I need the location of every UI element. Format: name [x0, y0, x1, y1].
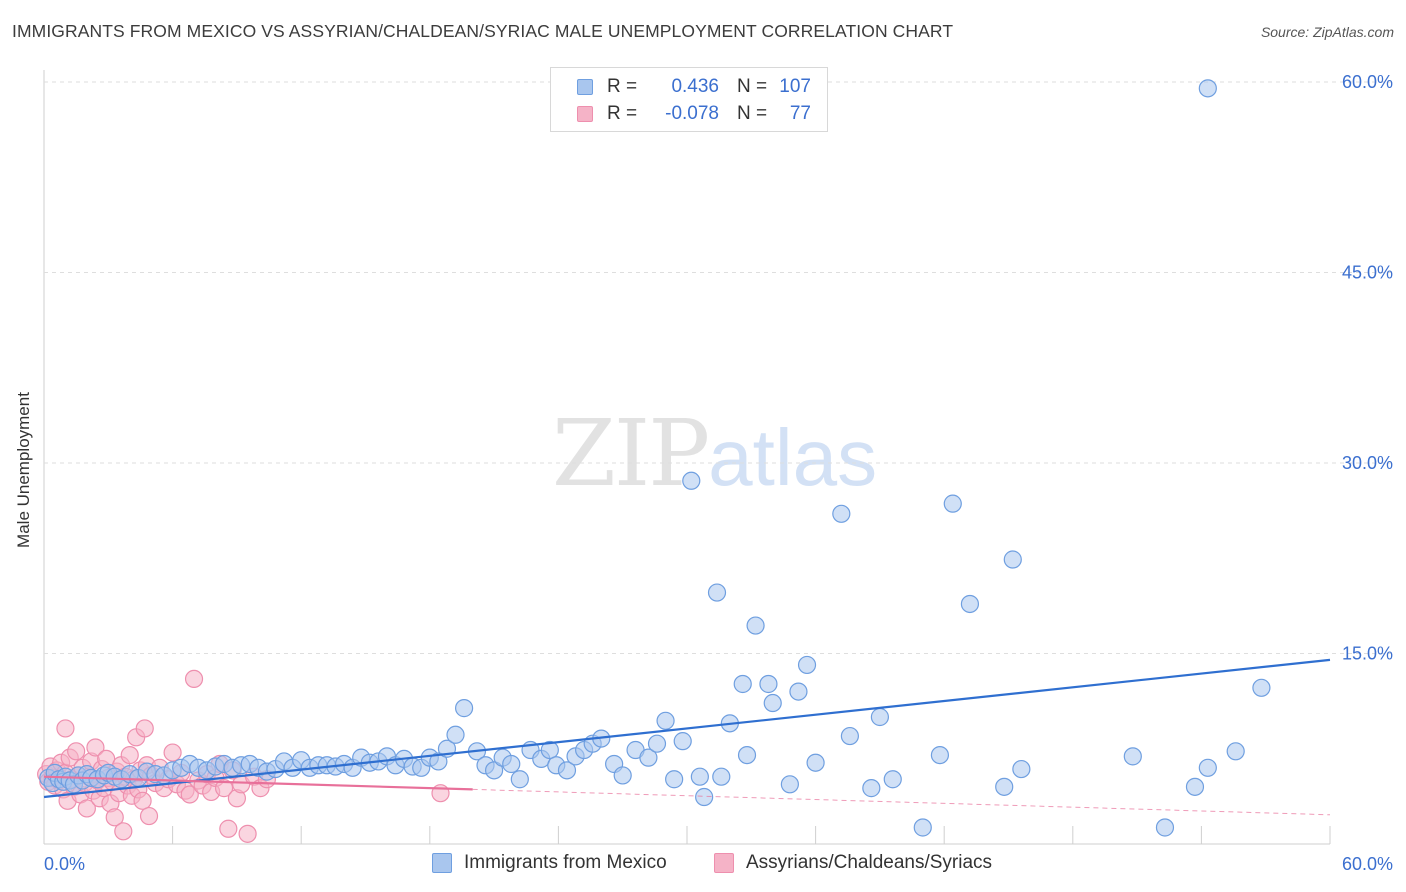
- data-point-mexico: [759, 674, 778, 694]
- data-point-assyrian: [139, 806, 159, 826]
- data-point-mexico: [840, 726, 859, 746]
- x-tick-label: 0.0%: [44, 854, 85, 874]
- data-point-assyrian: [184, 669, 204, 689]
- data-point-mexico: [870, 707, 890, 727]
- legend-r-value: 0.436: [671, 76, 719, 97]
- data-point-mexico: [1252, 678, 1271, 697]
- data-point-mexico: [707, 583, 727, 602]
- data-point-mexico: [1198, 79, 1217, 98]
- chart-title: IMMIGRANTS FROM MEXICO VS ASSYRIAN/CHALD…: [12, 21, 954, 41]
- series-swatch-blue: [432, 853, 452, 873]
- data-point-mexico: [733, 674, 752, 694]
- data-point-mexico: [639, 748, 658, 767]
- data-point-assyrian: [105, 808, 124, 827]
- data-point-assyrian: [114, 822, 133, 841]
- y-tick-label: 15.0%: [1342, 644, 1393, 664]
- data-point-mexico: [913, 818, 932, 837]
- data-point-assyrian: [133, 791, 152, 810]
- data-point-mexico: [1198, 758, 1217, 777]
- watermark-zip: ZIP: [552, 400, 710, 507]
- data-point-mexico: [995, 777, 1014, 796]
- data-point-mexico: [712, 767, 731, 786]
- data-point-mexico: [429, 752, 448, 771]
- data-point-mexico: [746, 616, 765, 635]
- data-point-mexico: [502, 754, 521, 774]
- data-point-assyrian: [56, 719, 75, 738]
- data-point-mexico: [613, 766, 632, 785]
- data-point-mexico: [943, 494, 962, 513]
- legend-n-label: N =: [737, 103, 768, 124]
- legend-r-label: R =: [607, 76, 638, 97]
- watermark: ZIPatlas: [552, 400, 877, 507]
- trend-line-assyrian: [43, 775, 473, 791]
- data-point-mexico: [682, 471, 701, 490]
- data-point-mexico: [656, 711, 675, 730]
- data-point-mexico: [737, 745, 757, 765]
- legend-n-value: 77: [789, 103, 811, 124]
- data-point-mexico: [557, 761, 577, 780]
- legend-swatch-pink: [577, 106, 593, 122]
- data-point-mexico: [695, 787, 714, 807]
- trend-line-mexico: [43, 658, 1331, 799]
- data-point-assyrian: [120, 745, 139, 765]
- source-label: Source: ZipAtlas.com: [1260, 24, 1394, 40]
- data-point-mexico: [797, 655, 817, 675]
- data-point-mexico: [673, 732, 692, 751]
- y-tick-label: 45.0%: [1342, 263, 1393, 283]
- data-point-mexico: [789, 682, 808, 701]
- data-point-assyrian: [86, 738, 105, 757]
- data-point-mexico: [446, 725, 465, 744]
- data-point-mexico: [1012, 759, 1031, 779]
- y-tick-label: 60.0%: [1342, 72, 1393, 92]
- data-point-mexico: [930, 745, 950, 765]
- data-point-mexico: [665, 770, 684, 789]
- data-point-mexico: [454, 699, 474, 718]
- data-point-mexico: [1155, 818, 1175, 837]
- data-point-mexico: [540, 740, 559, 760]
- data-point-assyrian: [219, 819, 238, 838]
- data-point-mexico: [690, 767, 709, 786]
- data-point-mexico: [485, 761, 504, 780]
- series-legend-label: Immigrants from Mexico: [464, 852, 667, 873]
- legend-r-value: -0.078: [665, 103, 719, 124]
- series-legend: Immigrants from Mexico Assyrians/Chaldea…: [0, 852, 1406, 878]
- data-point-mexico: [960, 594, 980, 614]
- data-point-mexico: [1226, 742, 1245, 761]
- series-legend-label: Assyrians/Chaldeans/Syriacs: [746, 852, 993, 873]
- series-legend-mexico: Immigrants from Mexico: [432, 852, 667, 874]
- y-tick-label: 30.0%: [1342, 453, 1393, 473]
- x-tick-label: 60.0%: [1342, 854, 1393, 874]
- data-point-assyrian: [238, 824, 257, 843]
- data-point-mexico: [1003, 550, 1022, 569]
- trend-line-assyrian-extension: [472, 788, 1331, 816]
- legend-n-label: N =: [737, 76, 768, 97]
- data-point-mexico: [510, 770, 529, 789]
- data-point-assyrian: [135, 719, 154, 738]
- data-point-mexico: [763, 693, 782, 713]
- data-point-mexico: [832, 504, 851, 523]
- legend-r-label: R =: [607, 103, 638, 124]
- data-point-assyrian: [67, 742, 86, 761]
- legend-n-value: 107: [779, 76, 811, 97]
- data-point-mexico: [1123, 747, 1142, 766]
- watermark-atlas: atlas: [708, 413, 878, 502]
- data-point-assyrian: [77, 799, 96, 818]
- legend-row-assyrian: R = -0.078 N = 77: [577, 102, 811, 126]
- correlation-legend: R = 0.436 N = 107 R = -0.078 N = 77: [550, 67, 828, 132]
- data-point-assyrian: [163, 743, 182, 762]
- series-legend-assyrian: Assyrians/Chaldeans/Syriacs: [714, 852, 992, 874]
- legend-row-mexico: R = 0.436 N = 107: [577, 75, 811, 99]
- data-point-assyrian: [214, 779, 234, 798]
- data-point-mexico: [883, 770, 902, 789]
- data-point-mexico: [647, 734, 667, 753]
- data-point-mexico: [862, 779, 881, 798]
- data-point-mexico: [1185, 777, 1205, 796]
- data-point-assyrian: [180, 785, 199, 804]
- series-swatch-pink: [714, 853, 734, 873]
- legend-swatch-blue: [577, 79, 593, 95]
- data-point-mexico: [806, 753, 825, 772]
- data-point-mexico: [780, 775, 799, 794]
